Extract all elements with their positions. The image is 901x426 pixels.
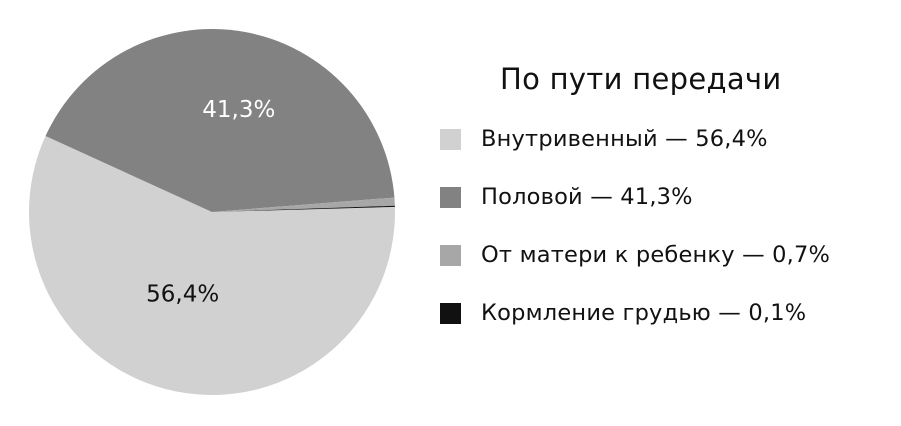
legend-swatch-breastfeeding bbox=[440, 302, 461, 324]
legend-item-breastfeeding: Кормление грудью — 0,1% bbox=[440, 284, 890, 342]
pie-chart: 56,4% 41,3% bbox=[29, 29, 396, 396]
pie-slice-breastfeeding bbox=[212, 205, 395, 212]
legend-label-sexual: Половой — 41,3% bbox=[481, 184, 693, 210]
legend-swatch-sexual bbox=[440, 186, 461, 208]
legend-swatch-intravenous bbox=[440, 128, 461, 150]
legend-item-intravenous: Внутривенный — 56,4% bbox=[440, 110, 890, 168]
pie-label-intravenous: 56,4% bbox=[146, 282, 219, 308]
pie-slice-sexual bbox=[45, 29, 395, 212]
legend-title: По пути передачи bbox=[500, 62, 782, 96]
legend: По пути передачи Внутривенный — 56,4% По… bbox=[440, 62, 890, 342]
legend-label-mother-to-child: От матери к ребенку — 0,7% bbox=[481, 242, 831, 268]
pie-slice-intravenous bbox=[29, 136, 396, 396]
legend-label-intravenous: Внутривенный — 56,4% bbox=[481, 126, 768, 152]
legend-item-sexual: Половой — 41,3% bbox=[440, 168, 890, 226]
pie-slice-mother-to-child bbox=[212, 197, 395, 212]
pie-label-sexual: 41,3% bbox=[202, 97, 275, 123]
legend-swatch-mother-to-child bbox=[440, 244, 461, 266]
legend-item-mother-to-child: От матери к ребенку — 0,7% bbox=[440, 226, 890, 284]
legend-label-breastfeeding: Кормление грудью — 0,1% bbox=[481, 300, 807, 326]
